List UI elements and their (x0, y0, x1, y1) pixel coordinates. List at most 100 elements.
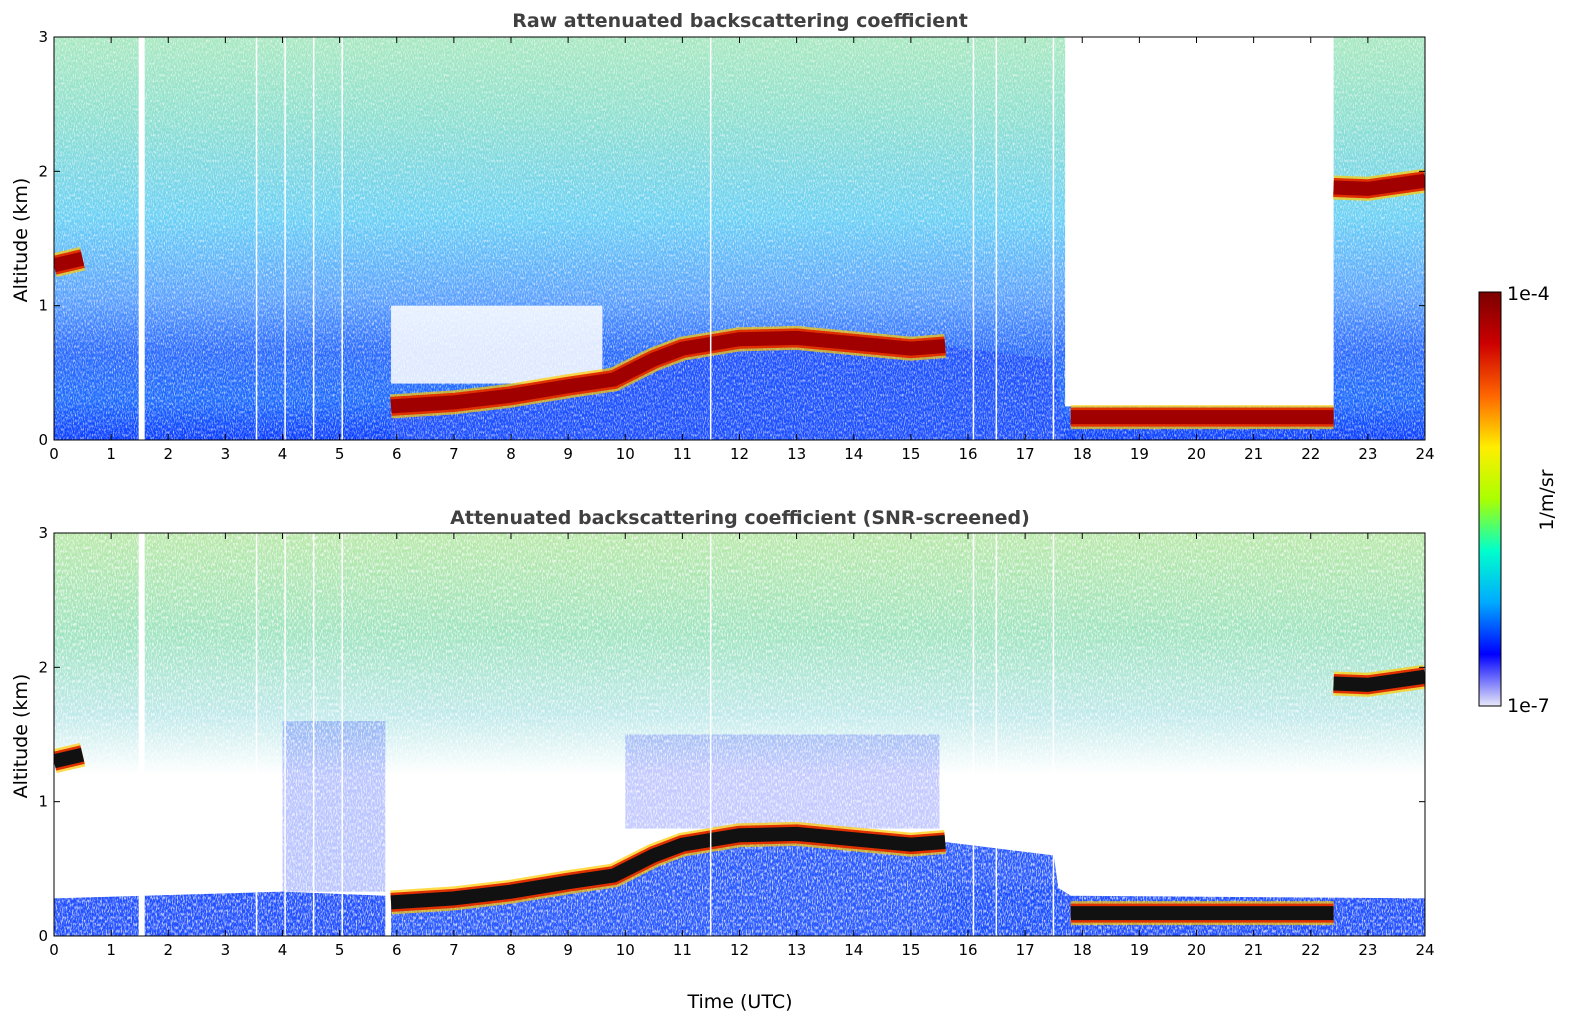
dropout-line (1052, 37, 1055, 440)
x-tick-label: 7 (449, 941, 459, 959)
x-axis: 0 1 2 3 4 5 6 7 8 9 10 11 12 13 14 15 16 17 18 19 20 21 22 23 24 (49, 37, 1435, 463)
x-tick-label: 5 (335, 941, 345, 959)
y-tick-label: 1 (38, 793, 48, 811)
x-tick-label: 20 (1187, 445, 1206, 463)
heatmap-area (54, 533, 1425, 936)
x-tick-label: 12 (730, 941, 749, 959)
x-tick-label: 9 (563, 941, 573, 959)
y-axis-label: Altitude (km) (10, 674, 32, 799)
x-tick-label: 22 (1301, 445, 1320, 463)
x-tick-label: 21 (1244, 445, 1263, 463)
x-tick-label: 13 (787, 941, 806, 959)
dropout-line (995, 37, 998, 440)
x-tick-label: 19 (1130, 445, 1149, 463)
x-tick-label: 12 (730, 445, 749, 463)
dropout-line (972, 37, 975, 440)
x-tick-label: 8 (506, 445, 516, 463)
x-tick-label: 1 (106, 445, 116, 463)
dropout-line (284, 37, 286, 440)
x-tick-label: 13 (787, 445, 806, 463)
dropout-line (709, 37, 712, 440)
x-tick-label: 10 (616, 941, 635, 959)
y-axis: 0 1 2 3 (38, 524, 1425, 945)
y-axis: 0 1 2 3 (38, 28, 1425, 449)
x-tick-label: 14 (844, 941, 863, 959)
y-tick-label: 2 (38, 658, 48, 676)
x-tick-label: 6 (392, 445, 402, 463)
y-tick-label: 3 (38, 28, 48, 46)
noise-texture (54, 37, 1425, 440)
x-tick-label: 16 (958, 445, 977, 463)
dropout-line (284, 533, 286, 936)
colorbar-min-label: 1e-7 (1507, 695, 1550, 717)
dropout-line (972, 533, 975, 936)
x-tick-label: 4 (278, 941, 288, 959)
x-tick-label: 4 (278, 445, 288, 463)
x-tick-label: 6 (392, 941, 402, 959)
dropout-line (312, 37, 315, 440)
dropout-line (709, 533, 712, 936)
y-tick-label: 1 (38, 297, 48, 315)
x-tick-label: 15 (901, 941, 920, 959)
dropout-line (995, 533, 998, 936)
colorbar: 1e-4 1e-7 1/m/sr (1478, 283, 1558, 717)
dropout-line (341, 533, 343, 936)
x-tick-label: 17 (1016, 445, 1035, 463)
dropout-line (138, 37, 145, 440)
dropout-line (312, 533, 315, 936)
panel-title: Raw attenuated backscattering coefficien… (512, 10, 968, 32)
x-tick-label: 10 (616, 445, 635, 463)
x-tick-label: 19 (1130, 941, 1149, 959)
x-tick-label: 18 (1073, 445, 1092, 463)
x-tick-label: 11 (673, 445, 692, 463)
y-tick-label: 0 (38, 927, 48, 945)
x-tick-label: 3 (221, 445, 231, 463)
snr-screened-panel: Attenuated backscattering coefficient (S… (10, 507, 1435, 1013)
x-tick-label: 5 (335, 445, 345, 463)
x-tick-label: 24 (1415, 941, 1434, 959)
dropout-line (138, 533, 145, 936)
x-axis-label: Time (UTC) (686, 991, 792, 1013)
x-axis: 0 1 2 3 4 5 6 7 8 9 10 11 12 13 14 15 16 17 18 19 20 21 22 23 24 (49, 533, 1435, 959)
layer-band (1333, 173, 1425, 196)
x-tick-label: 3 (221, 941, 231, 959)
x-tick-label: 8 (506, 941, 516, 959)
y-tick-label: 2 (38, 162, 48, 180)
x-tick-label: 23 (1358, 445, 1377, 463)
noise-texture (54, 533, 1425, 936)
layer-band (54, 251, 85, 273)
y-axis-label: Altitude (km) (10, 178, 32, 303)
layer-band (390, 330, 946, 414)
x-tick-label: 20 (1187, 941, 1206, 959)
colorbar-unit-label: 1/m/sr (1536, 469, 1558, 530)
x-tick-label: 23 (1358, 941, 1377, 959)
dropout-line (1052, 533, 1055, 936)
dropout-line (255, 533, 258, 936)
layer-band (1333, 669, 1425, 692)
x-tick-label: 0 (49, 445, 59, 463)
dropout-line (341, 37, 343, 440)
y-tick-label: 0 (38, 431, 48, 449)
x-tick-label: 17 (1016, 941, 1035, 959)
x-tick-label: 0 (49, 941, 59, 959)
y-tick-label: 3 (38, 524, 48, 542)
x-tick-label: 1 (106, 941, 116, 959)
x-tick-label: 7 (449, 445, 459, 463)
colorbar-max-label: 1e-4 (1507, 283, 1550, 305)
x-tick-label: 18 (1073, 941, 1092, 959)
x-tick-label: 15 (901, 445, 920, 463)
x-tick-label: 22 (1301, 941, 1320, 959)
raw-backscatter-panel: Raw attenuated backscattering coefficien… (10, 10, 1435, 463)
x-tick-label: 2 (163, 941, 173, 959)
x-tick-label: 21 (1244, 941, 1263, 959)
layer-band (54, 747, 85, 769)
x-tick-label: 2 (163, 445, 173, 463)
colorbar-bar (1478, 291, 1502, 707)
heatmap-area (54, 37, 1425, 440)
x-tick-label: 16 (958, 941, 977, 959)
x-tick-label: 14 (844, 445, 863, 463)
dropout-line (255, 37, 258, 440)
layer-band (390, 826, 946, 910)
x-tick-label: 9 (563, 445, 573, 463)
